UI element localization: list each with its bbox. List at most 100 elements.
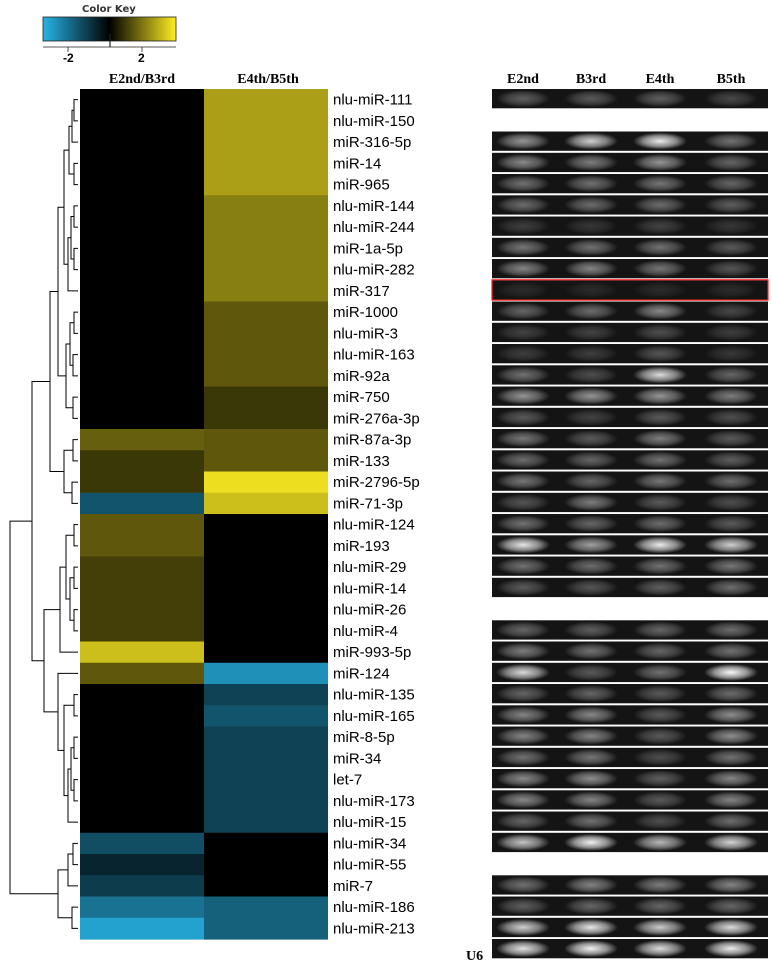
heatmap-cell [80,917,204,940]
gel-band [704,430,758,448]
heatmap-cell [204,471,328,494]
gel-band [564,748,618,767]
gel-band [704,366,758,384]
heatmap-cell [80,344,204,366]
heatmap-cell [204,769,328,791]
heatmap-cell [80,854,204,876]
gel-band [496,430,550,448]
heatmap-cell [80,89,204,111]
row-label: miR-993-5p [333,644,411,661]
gel-band [564,918,618,937]
heatmap-cell [204,662,328,685]
heatmap-cell [80,429,204,451]
gel-band [633,472,687,490]
gel-band [704,748,758,767]
heatmap-cell [204,747,328,770]
row-label: nlu-miR-111 [333,92,412,109]
dendrogram-branch [9,520,58,895]
heatmap-cell [80,747,204,770]
gel-band [496,876,550,894]
heatmap-cell [204,726,328,749]
gel-band [633,557,687,575]
gel-band [633,493,687,511]
gel-band [564,727,618,745]
gel-band [496,366,550,384]
gel-band [704,302,758,320]
heatmap-cell [204,535,328,558]
heatmap-cell [204,790,328,813]
gel-band [633,578,687,597]
gel-column-header: B3rd [576,72,607,87]
gel-band [704,621,758,639]
gel-strip [492,471,768,491]
gel-band [564,451,618,469]
heatmap-cell [204,110,328,133]
row-label: nlu-miR-29 [333,559,406,576]
gel-band [496,748,550,767]
heatmap-cell [80,790,204,813]
gel-highlight-box [491,279,769,301]
gel-band [704,281,758,299]
gel-band [496,238,550,256]
gel-band [633,345,687,363]
gel-band [633,323,687,341]
gel-strip [492,259,768,279]
gel-strip [492,514,768,534]
heatmap-cell [204,301,328,324]
gel-strip [492,620,768,640]
row-label: nlu-miR-163 [333,347,415,364]
heatmap-cell [80,174,204,196]
gel-band [704,217,758,235]
gel-band [564,175,618,193]
gel-band [564,515,618,533]
dendrogram-branch [73,247,78,271]
gel-band [496,153,550,171]
dendrogram-branch [57,869,72,919]
gel-band [496,833,550,852]
gel-band [704,536,758,554]
gel-strip [492,939,768,959]
gel-band [704,918,758,937]
gel-band [633,663,687,682]
gel-band [564,323,618,341]
gel-band [704,132,758,150]
gel-band [633,897,687,915]
gel-band [704,515,758,533]
row-label: miR-14 [333,155,381,172]
gel-band [704,578,758,597]
gel-band [633,833,687,852]
gel-band [704,940,758,958]
dendrogram-branch [71,109,78,143]
gel-control-label: U6 [466,949,483,964]
row-label: nlu-miR-55 [333,857,406,874]
dendrogram-branch [73,205,78,228]
heatmap-cell [80,726,204,749]
row-label: nlu-miR-282 [333,262,415,279]
heatmap-cell [80,811,204,834]
gel-band [564,90,618,108]
gel-strip [492,195,768,215]
gel-strip [492,832,768,853]
heatmap-cell [80,684,204,706]
gel-band [633,175,687,193]
heatmap-cell [80,386,204,409]
row-label: miR-7 [333,878,373,895]
gel-band [633,430,687,448]
heatmap-cell [80,280,204,303]
gel-strip [492,450,768,470]
gel-band [704,897,758,915]
row-label: nlu-miR-14 [333,580,406,597]
gel-band [564,876,618,894]
gel-band [496,557,550,575]
heatmap-cell [204,917,328,940]
heatmap-cell [204,216,328,239]
gel-band [633,217,687,235]
gel-band [496,621,550,639]
dendrogram-branch [67,768,78,823]
dendrogram-branch [73,609,78,632]
gel-band [564,706,618,724]
gel-band [496,281,550,299]
gel-strip [492,89,768,109]
gel-band [564,132,618,150]
heatmap [80,89,328,940]
